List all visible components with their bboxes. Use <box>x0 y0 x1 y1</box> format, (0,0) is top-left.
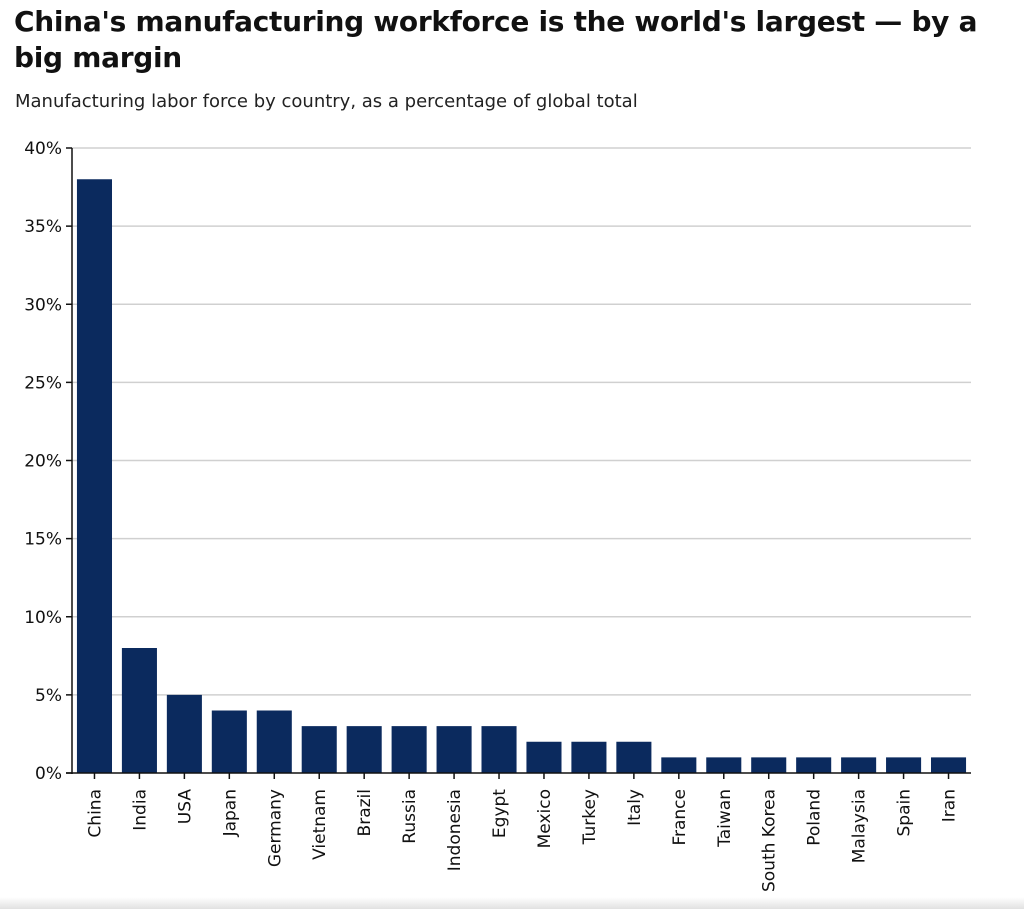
y-tick-label: 15% <box>24 530 62 550</box>
x-tick-label: Brazil <box>355 789 375 836</box>
bar-taiwan <box>706 757 742 773</box>
x-tick-label: Mexico <box>535 789 555 848</box>
bar-turkey <box>571 741 607 773</box>
x-tick-label: Spain <box>895 789 915 837</box>
x-tick-label: Poland <box>805 789 825 846</box>
bar-poland <box>796 757 832 773</box>
x-tick-label: USA <box>175 789 195 825</box>
x-tick-label: Turkey <box>580 789 600 845</box>
x-tick-label: Germany <box>265 789 285 867</box>
bar-malaysia <box>841 757 877 773</box>
x-tick-label: Indonesia <box>445 789 465 871</box>
bar-spain <box>886 757 922 773</box>
y-tick-label: 40% <box>24 139 62 159</box>
x-tick-label: Japan <box>220 789 240 837</box>
x-tick-label: Taiwan <box>715 789 735 848</box>
y-tick-label: 10% <box>24 608 62 628</box>
x-tick-label: Russia <box>400 789 420 844</box>
x-tick-label: Italy <box>625 789 645 826</box>
y-tick-label: 30% <box>24 295 62 315</box>
x-tick-label: Egypt <box>490 789 510 838</box>
bar-indonesia <box>436 726 472 773</box>
y-axis-tick-labels: 0% 5% 10% 15% 20% 25% 30% 35% 40% <box>24 139 62 784</box>
y-tick-label: 20% <box>24 452 62 472</box>
x-tick-label: Vietnam <box>310 789 330 860</box>
bar-iran <box>930 757 967 773</box>
y-tick-label: 5% <box>35 686 62 706</box>
bar-india <box>121 648 157 773</box>
bar-france <box>661 757 697 773</box>
bar-germany <box>256 710 292 773</box>
x-tick-label: Iran <box>940 789 960 822</box>
y-tick-label: 25% <box>24 373 62 393</box>
x-axis-tick-labels: China India USA Japan Germany Vietnam Brazil Ru… <box>85 789 959 892</box>
y-tick-label: 0% <box>35 764 62 784</box>
bottom-fade <box>0 897 1024 909</box>
bar-japan <box>211 710 247 773</box>
y-tick-label: 35% <box>24 217 62 237</box>
bars <box>76 179 967 773</box>
bar-south-korea <box>751 757 787 773</box>
bar-china <box>76 179 113 773</box>
gridlines <box>72 147 971 696</box>
x-tick-label: Malaysia <box>850 789 870 863</box>
chart-subtitle: Manufacturing labor force by country, as… <box>15 91 638 112</box>
bar-russia <box>391 726 427 773</box>
bar-mexico <box>526 741 562 773</box>
bar-egypt <box>481 726 517 773</box>
bar-brazil <box>346 726 382 773</box>
chart-title: China's manufacturing workforce is the w… <box>14 5 978 74</box>
bar-usa <box>166 694 202 773</box>
bar-vietnam <box>301 726 337 773</box>
x-tick-label: South Korea <box>760 789 780 892</box>
x-tick-label: China <box>85 789 105 838</box>
x-tick-label: India <box>130 789 150 831</box>
x-tick-label: France <box>670 789 690 846</box>
axes <box>66 147 971 779</box>
bar-italy <box>616 741 652 773</box>
